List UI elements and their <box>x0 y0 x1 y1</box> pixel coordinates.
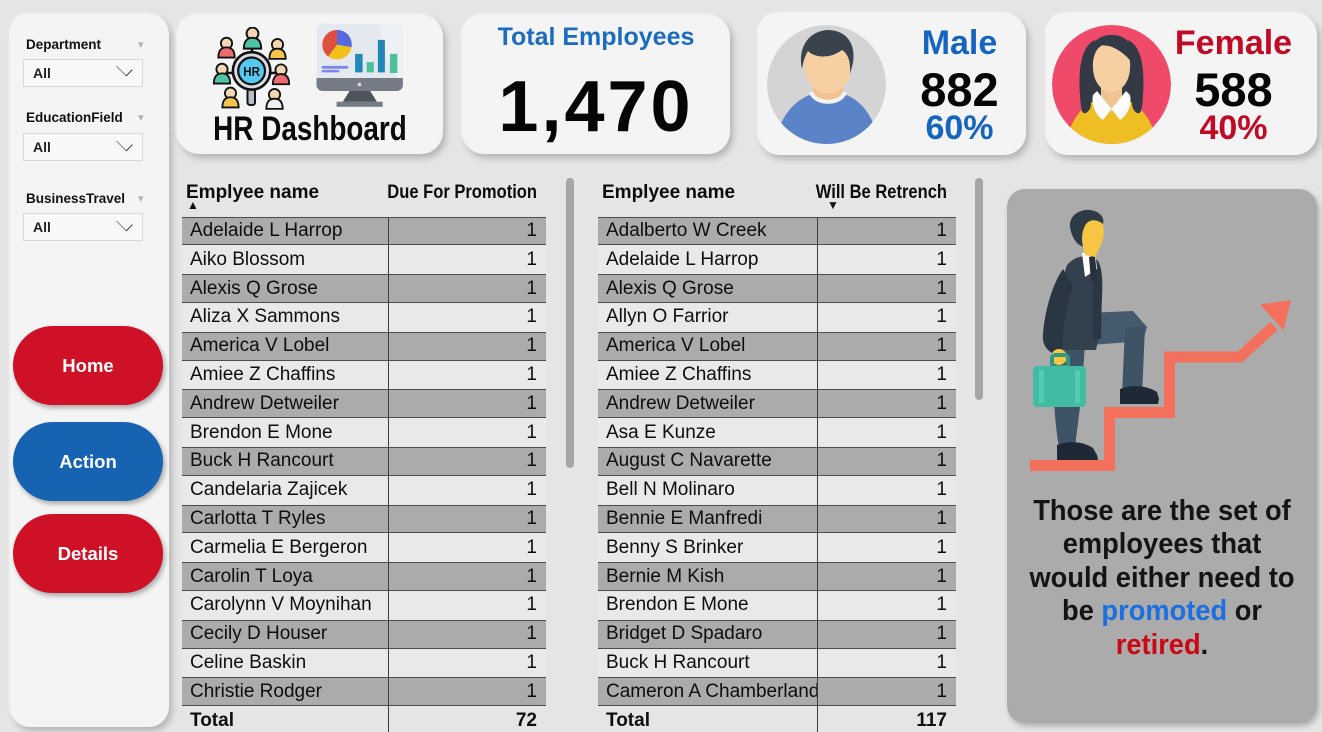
svg-text:HR: HR <box>243 65 260 80</box>
